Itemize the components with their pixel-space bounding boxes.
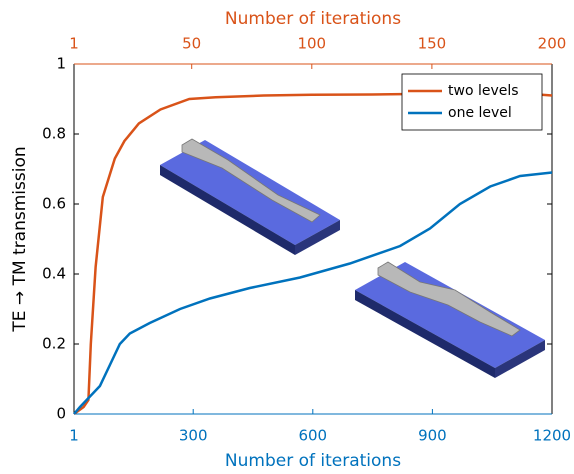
legend-label: one level <box>448 105 512 121</box>
y-tick-label: 0.2 <box>42 335 66 353</box>
y-tick-label: 0 <box>56 405 66 423</box>
x-tick-label: 1200 <box>533 427 571 445</box>
x-tick-label: 900 <box>418 427 447 445</box>
x2-tick-label: 1 <box>69 35 79 53</box>
y-tick-label: 0.6 <box>42 195 66 213</box>
y-axis-label: TE → TM transmission <box>10 146 30 332</box>
y-tick-label: 0.4 <box>42 265 66 283</box>
x-tick-label: 300 <box>179 427 208 445</box>
y-tick-label: 1 <box>56 55 66 73</box>
inset-two-level-device <box>160 138 340 255</box>
series-line <box>73 171 553 415</box>
x2-tick-label: 100 <box>297 35 326 53</box>
legend-box <box>401 73 543 131</box>
inset-one-level-device <box>355 261 545 378</box>
x-tick-label: 1 <box>69 427 79 445</box>
x2-tick-label: 150 <box>418 35 447 53</box>
x-tick-label: 600 <box>298 427 327 445</box>
top-axis-label: Number of iterations <box>225 9 401 29</box>
x2-tick-label: 50 <box>182 35 201 53</box>
y-tick-label: 0.8 <box>42 125 66 143</box>
x2-tick-label: 200 <box>538 35 567 53</box>
bottom-axis-label: Number of iterations <box>225 451 401 470</box>
legend-label: two levels <box>448 83 519 99</box>
